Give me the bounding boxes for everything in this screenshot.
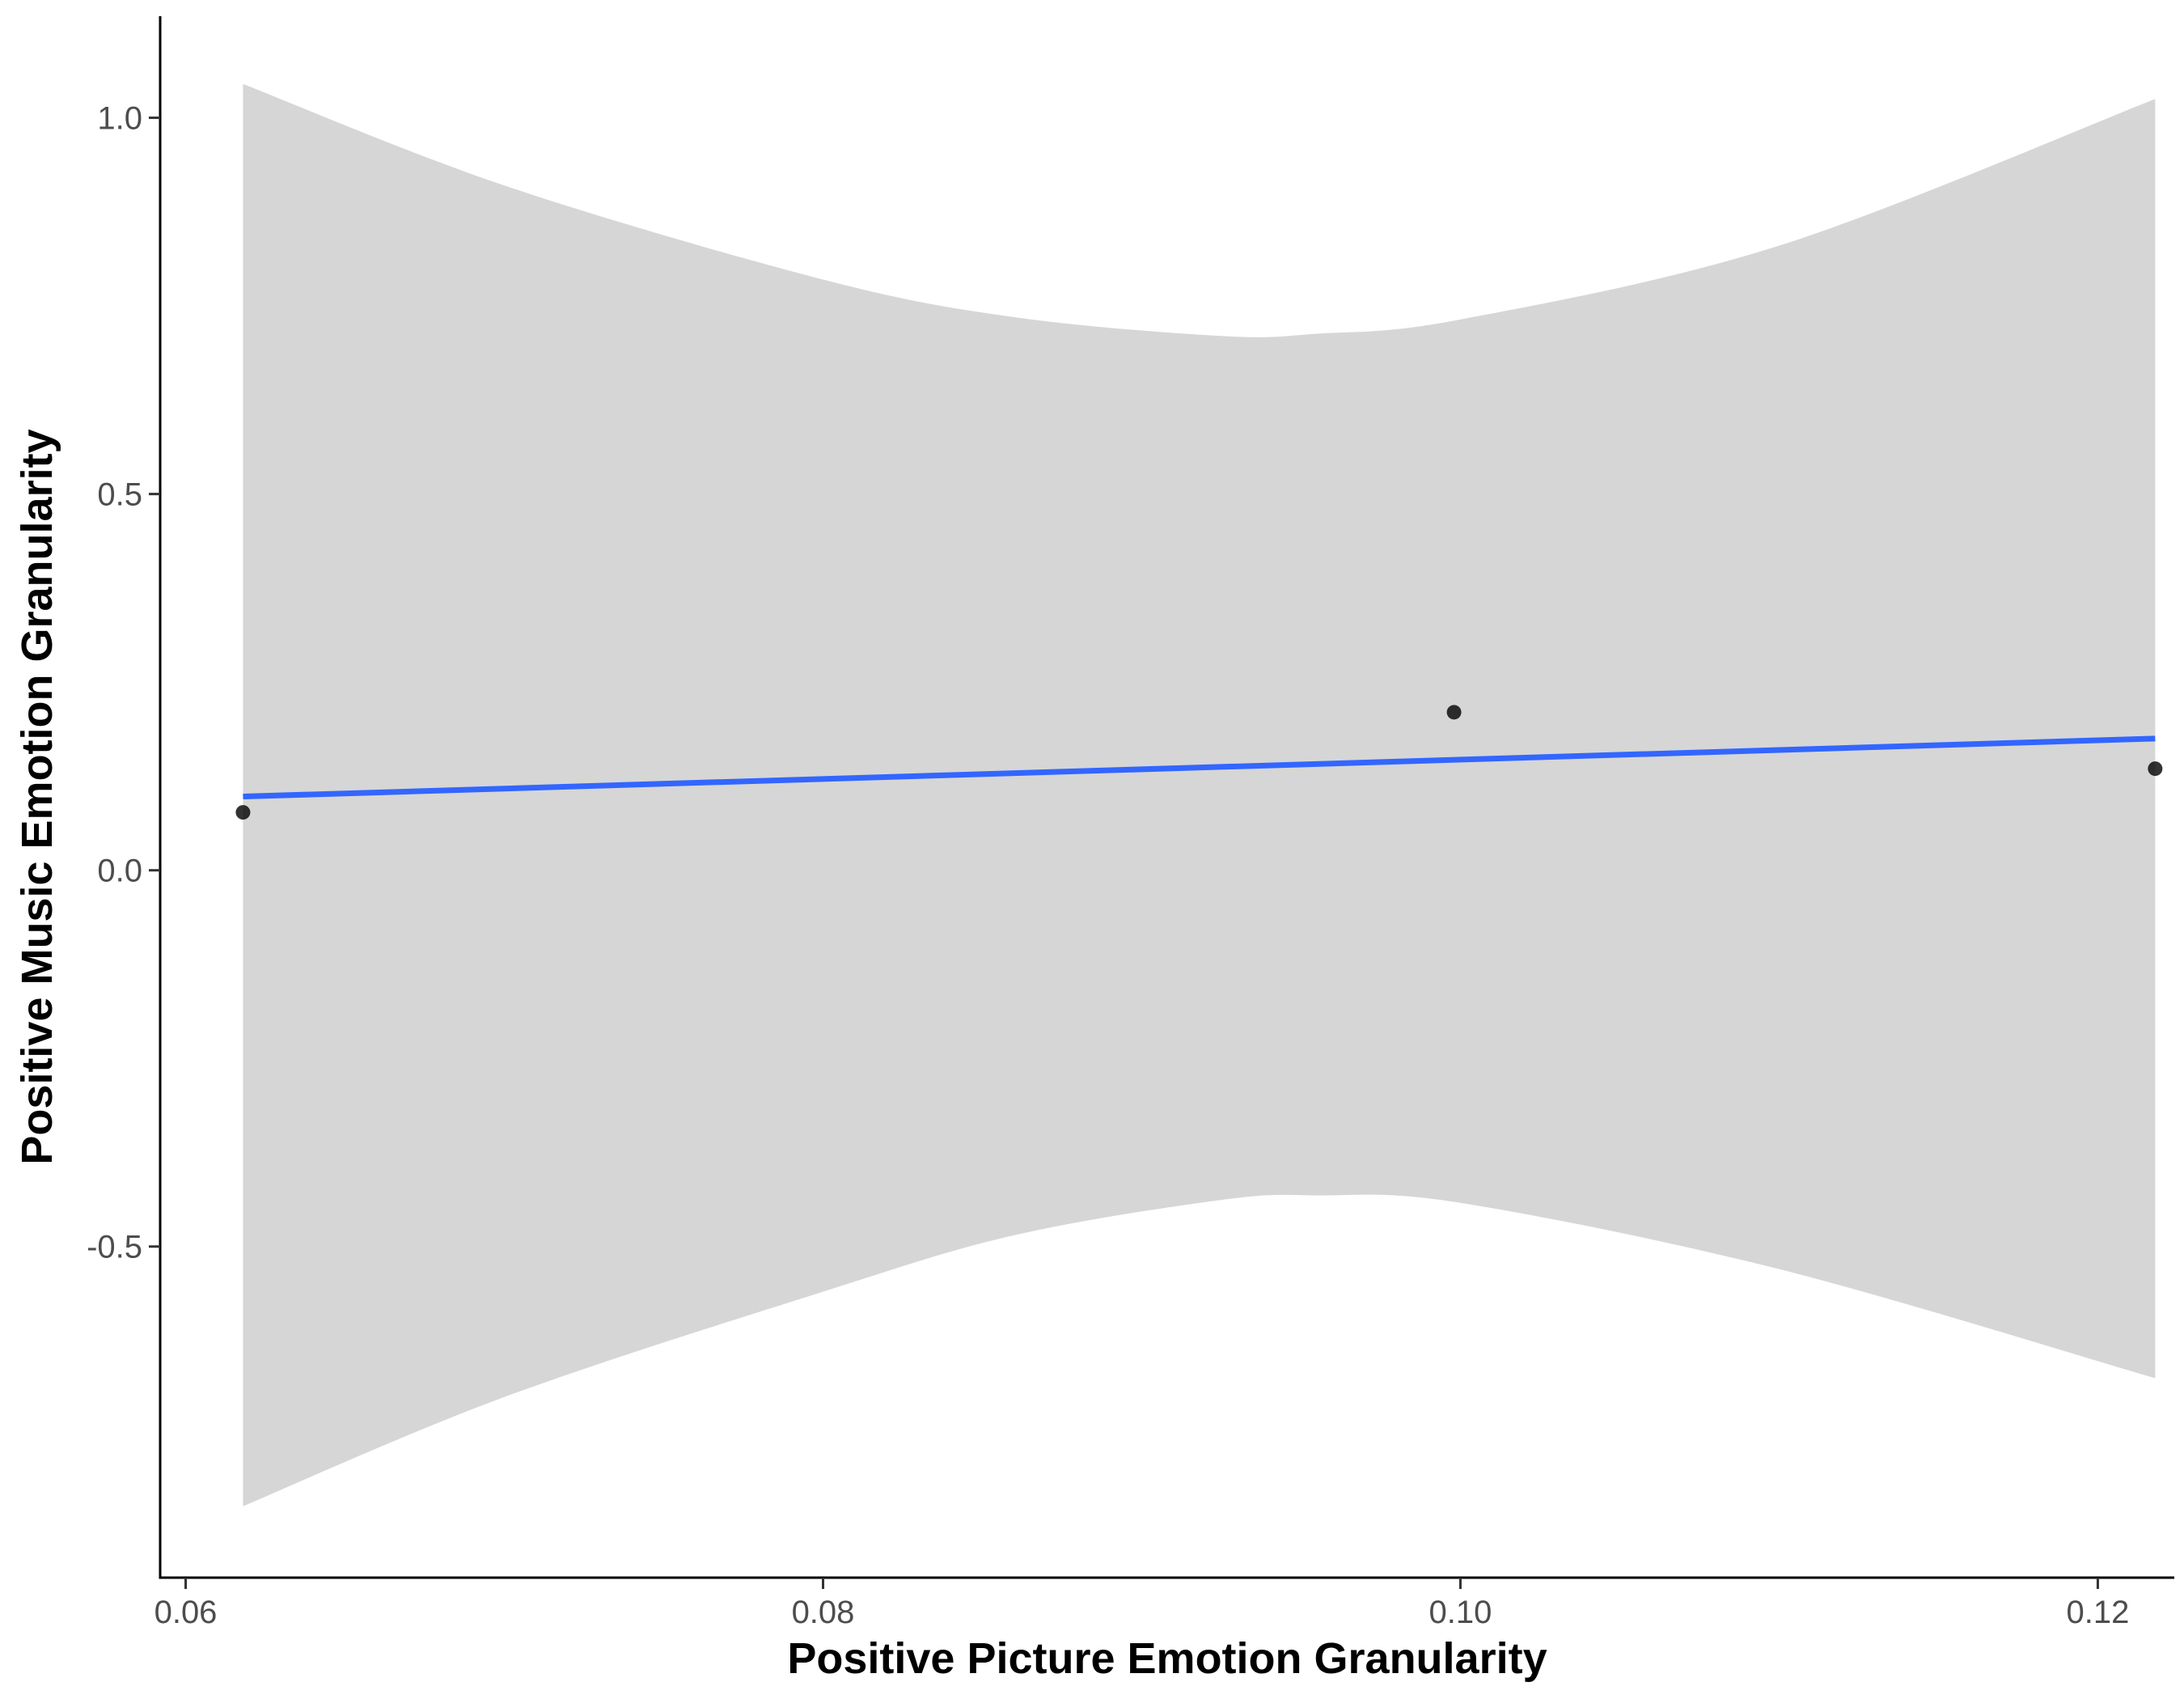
regression-line (243, 735, 2156, 800)
x-axis-title: Positive Picture Emotion Granularity (787, 1634, 1547, 1683)
y-tick-label: -0.5 (87, 1230, 142, 1265)
y-tick-label: 0.0 (97, 854, 142, 889)
x-tick-label: 0.06 (154, 1595, 218, 1630)
confidence-band (243, 83, 2156, 1506)
data-point-3 (2148, 761, 2163, 777)
data-point-2 (1446, 705, 1462, 720)
x-tick-label: 0.10 (1429, 1595, 1492, 1630)
confidence-band-layer (243, 83, 2156, 1506)
axes-layer: 0.06 0.08 0.10 0.12 -0.5 0.0 0.5 1.0 (87, 16, 2174, 1630)
x-tick-label: 0.12 (2067, 1595, 2130, 1630)
data-points-layer (235, 705, 2163, 820)
fit-line-layer (243, 735, 2156, 800)
y-axis-title: Positive Music Emotion Granularity (13, 429, 61, 1164)
y-tick-label: 1.0 (97, 101, 142, 137)
y-tick-label: 0.5 (97, 477, 142, 513)
data-point-1 (235, 805, 251, 820)
x-tick-label: 0.08 (792, 1595, 855, 1630)
